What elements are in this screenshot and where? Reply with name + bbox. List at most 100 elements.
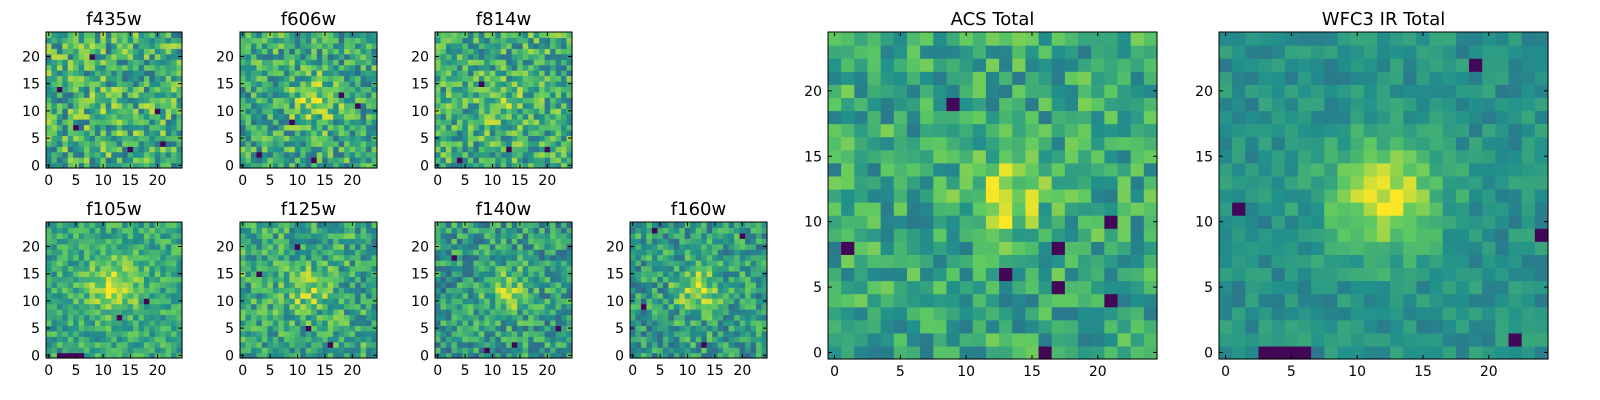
heatmap-cell: [1012, 267, 1026, 282]
heatmap-cell: [256, 287, 263, 294]
heatmap-cell: [1078, 306, 1092, 321]
heatmap-cell: [349, 238, 356, 245]
heatmap-cell: [267, 292, 274, 299]
heatmap-cell: [360, 42, 367, 49]
heatmap-cell: [62, 238, 69, 245]
heatmap-cell: [143, 135, 150, 142]
heatmap-cell: [701, 265, 708, 272]
heatmap-cell: [1091, 175, 1105, 190]
heatmap-cell: [489, 135, 496, 142]
heatmap-cell: [723, 227, 730, 234]
heatmap-cell: [745, 222, 752, 229]
heatmap-cell: [495, 347, 502, 354]
heatmap-cell: [761, 319, 768, 326]
heatmap-cell: [366, 53, 373, 60]
heatmap-cell: [467, 91, 474, 98]
x-tick-label: 0: [433, 173, 442, 189]
heatmap-cell: [122, 281, 129, 288]
heatmap-cell: [240, 86, 247, 93]
heatmap-cell: [322, 113, 329, 120]
heatmap-cell: [539, 113, 546, 120]
heatmap-cell: [349, 303, 356, 310]
heatmap-cell: [462, 330, 469, 337]
heatmap-cell: [841, 241, 855, 255]
heatmap-cell: [946, 241, 961, 255]
heatmap-cell: [495, 70, 502, 77]
heatmap-cell: [171, 352, 178, 359]
heatmap-cell: [723, 314, 730, 321]
heatmap-cell: [311, 37, 318, 44]
heatmap-cell: [316, 113, 323, 120]
heatmap-cell: [316, 70, 323, 77]
heatmap-cell: [841, 188, 855, 203]
heatmap-cell: [566, 254, 573, 261]
heatmap-cell: [256, 97, 263, 104]
heatmap-cell: [467, 298, 474, 305]
heatmap-cell: [539, 162, 546, 169]
heatmap-cell: [435, 254, 442, 261]
heatmap-cell: [972, 215, 987, 229]
heatmap-cell: [728, 319, 735, 326]
heatmap-cell: [528, 352, 535, 359]
heatmap-cell: [105, 330, 112, 337]
heatmap-cell: [111, 151, 118, 158]
heatmap-cell: [344, 162, 351, 169]
heatmap-cell: [278, 124, 285, 131]
heatmap-cell: [344, 222, 351, 229]
heatmap-cell: [539, 86, 546, 93]
heatmap-cell: [473, 146, 480, 153]
heatmap-cell: [657, 325, 664, 332]
heatmap-cell: [94, 330, 101, 337]
heatmap-cell: [867, 241, 882, 255]
heatmap-cell: [122, 309, 129, 316]
heatmap-cell: [657, 265, 664, 272]
heatmap-cell: [467, 32, 474, 39]
heatmap-cell: [51, 102, 58, 109]
heatmap-cell: [555, 265, 562, 272]
heatmap-cell: [149, 270, 156, 277]
heatmap-cell: [522, 80, 529, 87]
heatmap-cell: [283, 32, 290, 39]
heatmap-cell: [94, 347, 101, 354]
y-tick-label: 20: [411, 49, 429, 65]
heatmap-cell: [94, 238, 101, 245]
heatmap-cell: [528, 314, 535, 321]
heatmap-cell: [94, 222, 101, 229]
heatmap-cell: [122, 276, 129, 283]
heatmap-cell: [73, 303, 80, 310]
heatmap-cell: [127, 124, 134, 131]
heatmap-cell: [283, 243, 290, 250]
heatmap-cell: [176, 265, 183, 272]
heatmap-cell: [176, 249, 183, 256]
heatmap-cell: [67, 270, 74, 277]
heatmap-cell: [154, 336, 161, 343]
heatmap-cell: [673, 325, 680, 332]
heatmap-cell: [533, 146, 540, 153]
heatmap-cell: [283, 135, 290, 142]
heatmap-cell: [550, 59, 557, 66]
heatmap-cell: [73, 330, 80, 337]
heatmap-cell: [701, 319, 708, 326]
heatmap-cell: [539, 232, 546, 239]
heatmap-cell: [62, 59, 69, 66]
heatmap-cell: [338, 42, 345, 49]
heatmap-cell: [550, 53, 557, 60]
heatmap-cell: [495, 135, 502, 142]
heatmap-cell: [566, 91, 573, 98]
heatmap-cell: [440, 287, 447, 294]
heatmap-cell: [305, 276, 312, 283]
heatmap-cell: [456, 80, 463, 87]
heatmap-cell: [311, 32, 318, 39]
heatmap-cell: [149, 102, 156, 109]
heatmap-cell: [662, 227, 669, 234]
heatmap-cell: [489, 298, 496, 305]
heatmap-cell: [745, 238, 752, 245]
heatmap-cell: [176, 42, 183, 49]
heatmap-cell: [1130, 202, 1145, 216]
heatmap-cell: [478, 260, 485, 267]
heatmap-cell: [544, 146, 551, 153]
heatmap-cell: [906, 175, 921, 190]
heatmap-cell: [445, 140, 453, 147]
heatmap-cell: [355, 129, 362, 136]
heatmap-cell: [250, 352, 258, 359]
